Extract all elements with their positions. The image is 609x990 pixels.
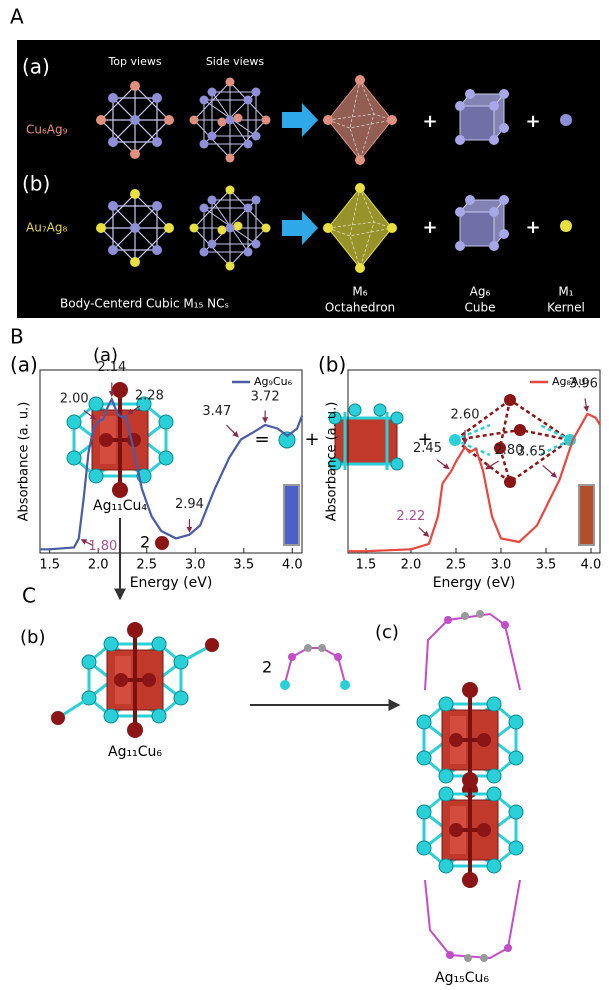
row-label: (b) <box>22 172 50 196</box>
prism <box>328 403 404 471</box>
plot-frame <box>39 369 303 554</box>
footer: Body-Centerd Cubic M₁₅ NCₛ <box>60 297 229 311</box>
octahedron-dashed <box>449 394 576 488</box>
annotation: 2.45 <box>413 441 442 456</box>
x-tick-label: 2.0 <box>88 558 109 573</box>
series-line <box>40 396 304 551</box>
annotation: 1.80 <box>88 539 117 554</box>
annotation-arrow <box>583 398 590 412</box>
annotation-arrow <box>542 464 558 478</box>
annotation: 3.65 <box>517 444 546 459</box>
part-desc: Cube <box>465 301 496 315</box>
formula: Cu₆Ag₉ <box>26 123 68 137</box>
kernel <box>560 220 572 232</box>
annotation-arrow <box>83 409 97 420</box>
x-tick-label: 3.0 <box>491 558 512 573</box>
formula: Ag₁₁Cu₆ <box>108 744 162 760</box>
ligand-atoms <box>444 610 512 962</box>
annotation: 3.47 <box>202 404 231 419</box>
sub-label: (b) <box>20 627 45 648</box>
ligand <box>280 644 350 690</box>
annotation: 2.80 <box>495 443 524 458</box>
x-tick-label: 1.5 <box>356 558 377 573</box>
kernel <box>560 114 572 126</box>
equals: = <box>254 429 269 450</box>
annotation: 3.96 <box>569 376 598 391</box>
x-tick-label: 2.0 <box>401 558 422 573</box>
arrow <box>282 103 318 137</box>
annotation: 2.14 <box>97 360 126 375</box>
part-name: M₁ <box>558 285 573 299</box>
x-tick-label: 3.0 <box>185 558 206 573</box>
cluster <box>80 620 190 740</box>
annotation-arrow <box>127 405 141 415</box>
x-tick-label: 4.0 <box>581 558 602 573</box>
annotation-arrow <box>80 539 94 547</box>
plus: + <box>422 217 437 238</box>
formula: Ag₁₁Cu₄ <box>93 498 147 514</box>
panel-a-background <box>17 40 600 318</box>
atom <box>155 536 169 550</box>
panel-letter: C <box>22 584 36 608</box>
x-axis-label: Energy (eV) <box>433 575 516 591</box>
count: 2 <box>140 533 150 552</box>
x-tick-label: 3.5 <box>536 558 557 573</box>
plus: + <box>304 429 319 450</box>
y-axis-label: Absorbance (a. u.) <box>325 402 340 522</box>
annotation: 2.94 <box>175 497 204 512</box>
part-desc: Octahedron <box>325 301 395 315</box>
annotation: 2.22 <box>396 509 425 524</box>
sub-label: (c) <box>375 622 399 643</box>
ligand-top <box>424 612 521 691</box>
plus: + <box>417 429 432 450</box>
extra-atoms <box>51 638 219 725</box>
arrow <box>282 211 318 245</box>
chart-label: (b) <box>318 353 346 377</box>
x-tick-label: 3.5 <box>233 558 254 573</box>
annotation: 2.00 <box>60 392 89 407</box>
part-name: Ag₆ <box>470 285 491 299</box>
cluster <box>415 770 525 890</box>
annotation: 2.60 <box>451 407 480 422</box>
vial <box>283 484 300 546</box>
column-label: Side views <box>206 55 265 68</box>
legend-label: Ag₉Cu₆ <box>254 375 293 388</box>
formula: Ag₁₅Cu₆ <box>435 970 489 986</box>
plus: + <box>525 111 540 132</box>
annotation-arrow <box>418 527 430 538</box>
y-axis-label: Absorbance (a. u.) <box>17 402 32 522</box>
part-desc: Kernel <box>547 301 585 315</box>
sub-label: (a) <box>93 345 118 366</box>
column-label: Top views <box>107 55 161 68</box>
atom <box>278 431 296 449</box>
part-name: M₆ <box>352 285 367 299</box>
plot-frame <box>347 369 601 554</box>
panel-letter: A <box>10 5 24 29</box>
count: 2 <box>262 658 272 677</box>
series-line <box>348 412 601 553</box>
plus: + <box>422 111 437 132</box>
annotation-arrow <box>436 459 450 470</box>
x-tick-label: 2.5 <box>446 558 467 573</box>
formula: Au₇Ag₈ <box>26 221 67 235</box>
annotation: 2.28 <box>135 388 164 403</box>
plus: + <box>525 217 540 238</box>
row-label: (a) <box>22 55 50 79</box>
legend-label: Ag₈Au₇ <box>552 375 590 388</box>
x-tick-label: 4.0 <box>282 558 303 573</box>
x-axis-label: Energy (eV) <box>130 575 213 591</box>
annotation: 3.72 <box>251 389 280 404</box>
vial <box>578 484 595 546</box>
chart-label: (a) <box>10 353 38 377</box>
x-tick-label: 1.5 <box>39 558 60 573</box>
panel-letter: B <box>10 325 24 349</box>
annotation-arrow <box>485 460 499 470</box>
x-tick-label: 2.5 <box>136 558 157 573</box>
annotation-arrow <box>226 424 239 438</box>
